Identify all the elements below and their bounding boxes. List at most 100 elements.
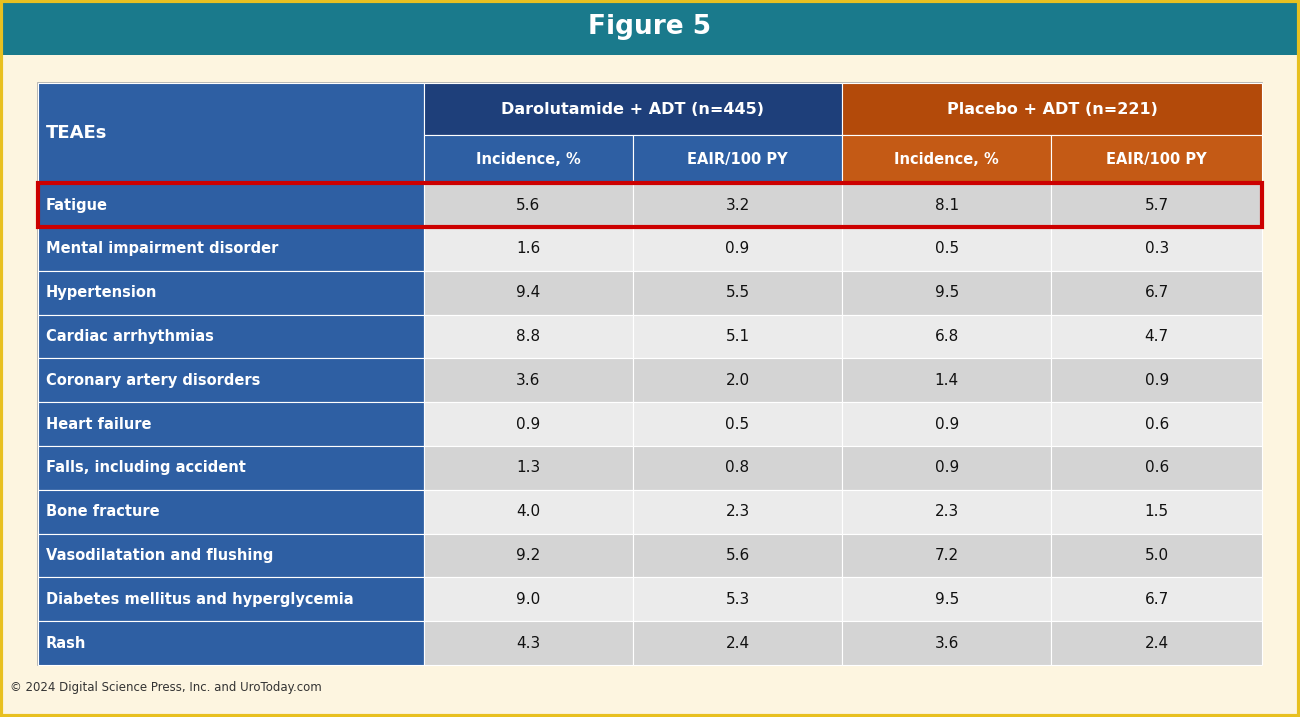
- Text: 0.8: 0.8: [725, 460, 750, 475]
- Bar: [1052, 446, 1262, 490]
- Bar: [1052, 271, 1262, 315]
- Text: 1.6: 1.6: [516, 242, 541, 256]
- Bar: [424, 446, 633, 490]
- Bar: [842, 402, 1052, 446]
- Bar: [1052, 136, 1262, 183]
- Bar: [633, 402, 842, 446]
- Bar: [424, 490, 633, 533]
- Bar: [1052, 183, 1262, 227]
- Bar: [38, 577, 424, 621]
- Text: 4.7: 4.7: [1145, 329, 1169, 344]
- Bar: [1052, 227, 1262, 271]
- Text: © 2024 Digital Science Press, Inc. and UroToday.com: © 2024 Digital Science Press, Inc. and U…: [10, 680, 322, 693]
- Bar: [633, 271, 842, 315]
- Text: EAIR/100 PY: EAIR/100 PY: [1106, 152, 1206, 167]
- Bar: [842, 315, 1052, 358]
- Text: Diabetes mellitus and hyperglycemia: Diabetes mellitus and hyperglycemia: [46, 592, 354, 607]
- Text: Rash: Rash: [46, 635, 86, 650]
- Bar: [38, 358, 424, 402]
- Text: 5.1: 5.1: [725, 329, 750, 344]
- Bar: [1052, 577, 1262, 621]
- Text: TEAEs: TEAEs: [46, 124, 108, 142]
- Text: 3.6: 3.6: [516, 373, 541, 388]
- Text: 0.9: 0.9: [725, 242, 750, 256]
- Bar: [38, 183, 1262, 227]
- Text: 5.6: 5.6: [516, 197, 541, 212]
- Text: 0.5: 0.5: [725, 417, 750, 432]
- Text: 4.0: 4.0: [516, 504, 541, 519]
- Bar: [424, 358, 633, 402]
- Bar: [424, 621, 633, 665]
- Bar: [1052, 315, 1262, 358]
- Bar: [38, 83, 424, 183]
- Text: Falls, including accident: Falls, including accident: [46, 460, 246, 475]
- Text: Darolutamide + ADT (n=445): Darolutamide + ADT (n=445): [502, 102, 764, 117]
- Bar: [38, 315, 424, 358]
- Text: Incidence, %: Incidence, %: [894, 152, 1000, 167]
- Bar: [842, 621, 1052, 665]
- Text: Placebo + ADT (n=221): Placebo + ADT (n=221): [946, 102, 1157, 117]
- Bar: [1052, 621, 1262, 665]
- Text: 5.5: 5.5: [725, 285, 750, 300]
- Bar: [842, 136, 1052, 183]
- Text: 1.5: 1.5: [1145, 504, 1169, 519]
- Bar: [842, 183, 1052, 227]
- Text: 0.5: 0.5: [935, 242, 959, 256]
- Bar: [1052, 358, 1262, 402]
- Bar: [424, 315, 633, 358]
- Text: Bone fracture: Bone fracture: [46, 504, 160, 519]
- Text: 6.8: 6.8: [935, 329, 959, 344]
- Bar: [842, 83, 1262, 136]
- Text: 2.3: 2.3: [935, 504, 959, 519]
- Bar: [38, 402, 424, 446]
- Text: 6.7: 6.7: [1144, 592, 1169, 607]
- Bar: [38, 621, 424, 665]
- Bar: [633, 621, 842, 665]
- Text: 5.7: 5.7: [1145, 197, 1169, 212]
- Text: 0.9: 0.9: [935, 460, 959, 475]
- Text: 3.2: 3.2: [725, 197, 750, 212]
- Text: 0.9: 0.9: [1144, 373, 1169, 388]
- Text: Mental impairment disorder: Mental impairment disorder: [46, 242, 278, 256]
- Bar: [633, 358, 842, 402]
- Bar: [424, 533, 633, 577]
- Text: 9.2: 9.2: [516, 548, 541, 563]
- Text: 0.6: 0.6: [1144, 460, 1169, 475]
- Bar: [38, 490, 424, 533]
- Bar: [424, 227, 633, 271]
- Bar: [38, 227, 424, 271]
- Bar: [842, 358, 1052, 402]
- Text: 9.4: 9.4: [516, 285, 541, 300]
- Text: 0.9: 0.9: [516, 417, 541, 432]
- Text: 0.9: 0.9: [935, 417, 959, 432]
- Bar: [1052, 402, 1262, 446]
- Bar: [842, 490, 1052, 533]
- Text: 0.6: 0.6: [1144, 417, 1169, 432]
- Bar: [633, 533, 842, 577]
- Text: 9.0: 9.0: [516, 592, 541, 607]
- Text: Vasodilatation and flushing: Vasodilatation and flushing: [46, 548, 273, 563]
- Bar: [424, 271, 633, 315]
- Bar: [633, 490, 842, 533]
- Bar: [1052, 533, 1262, 577]
- Text: 6.7: 6.7: [1144, 285, 1169, 300]
- Text: Hypertension: Hypertension: [46, 285, 157, 300]
- Bar: [38, 183, 424, 227]
- Bar: [1052, 490, 1262, 533]
- Text: 8.1: 8.1: [935, 197, 959, 212]
- Text: Cardiac arrhythmias: Cardiac arrhythmias: [46, 329, 214, 344]
- Text: Fatigue: Fatigue: [46, 197, 108, 212]
- Bar: [633, 183, 842, 227]
- Text: 2.0: 2.0: [725, 373, 750, 388]
- Bar: [424, 402, 633, 446]
- Bar: [38, 446, 424, 490]
- Bar: [424, 183, 633, 227]
- Bar: [38, 533, 424, 577]
- Bar: [0, 0, 1300, 55]
- Text: 5.6: 5.6: [725, 548, 750, 563]
- Bar: [842, 271, 1052, 315]
- Text: 5.3: 5.3: [725, 592, 750, 607]
- Text: Coronary artery disorders: Coronary artery disorders: [46, 373, 260, 388]
- Bar: [633, 136, 842, 183]
- Bar: [842, 533, 1052, 577]
